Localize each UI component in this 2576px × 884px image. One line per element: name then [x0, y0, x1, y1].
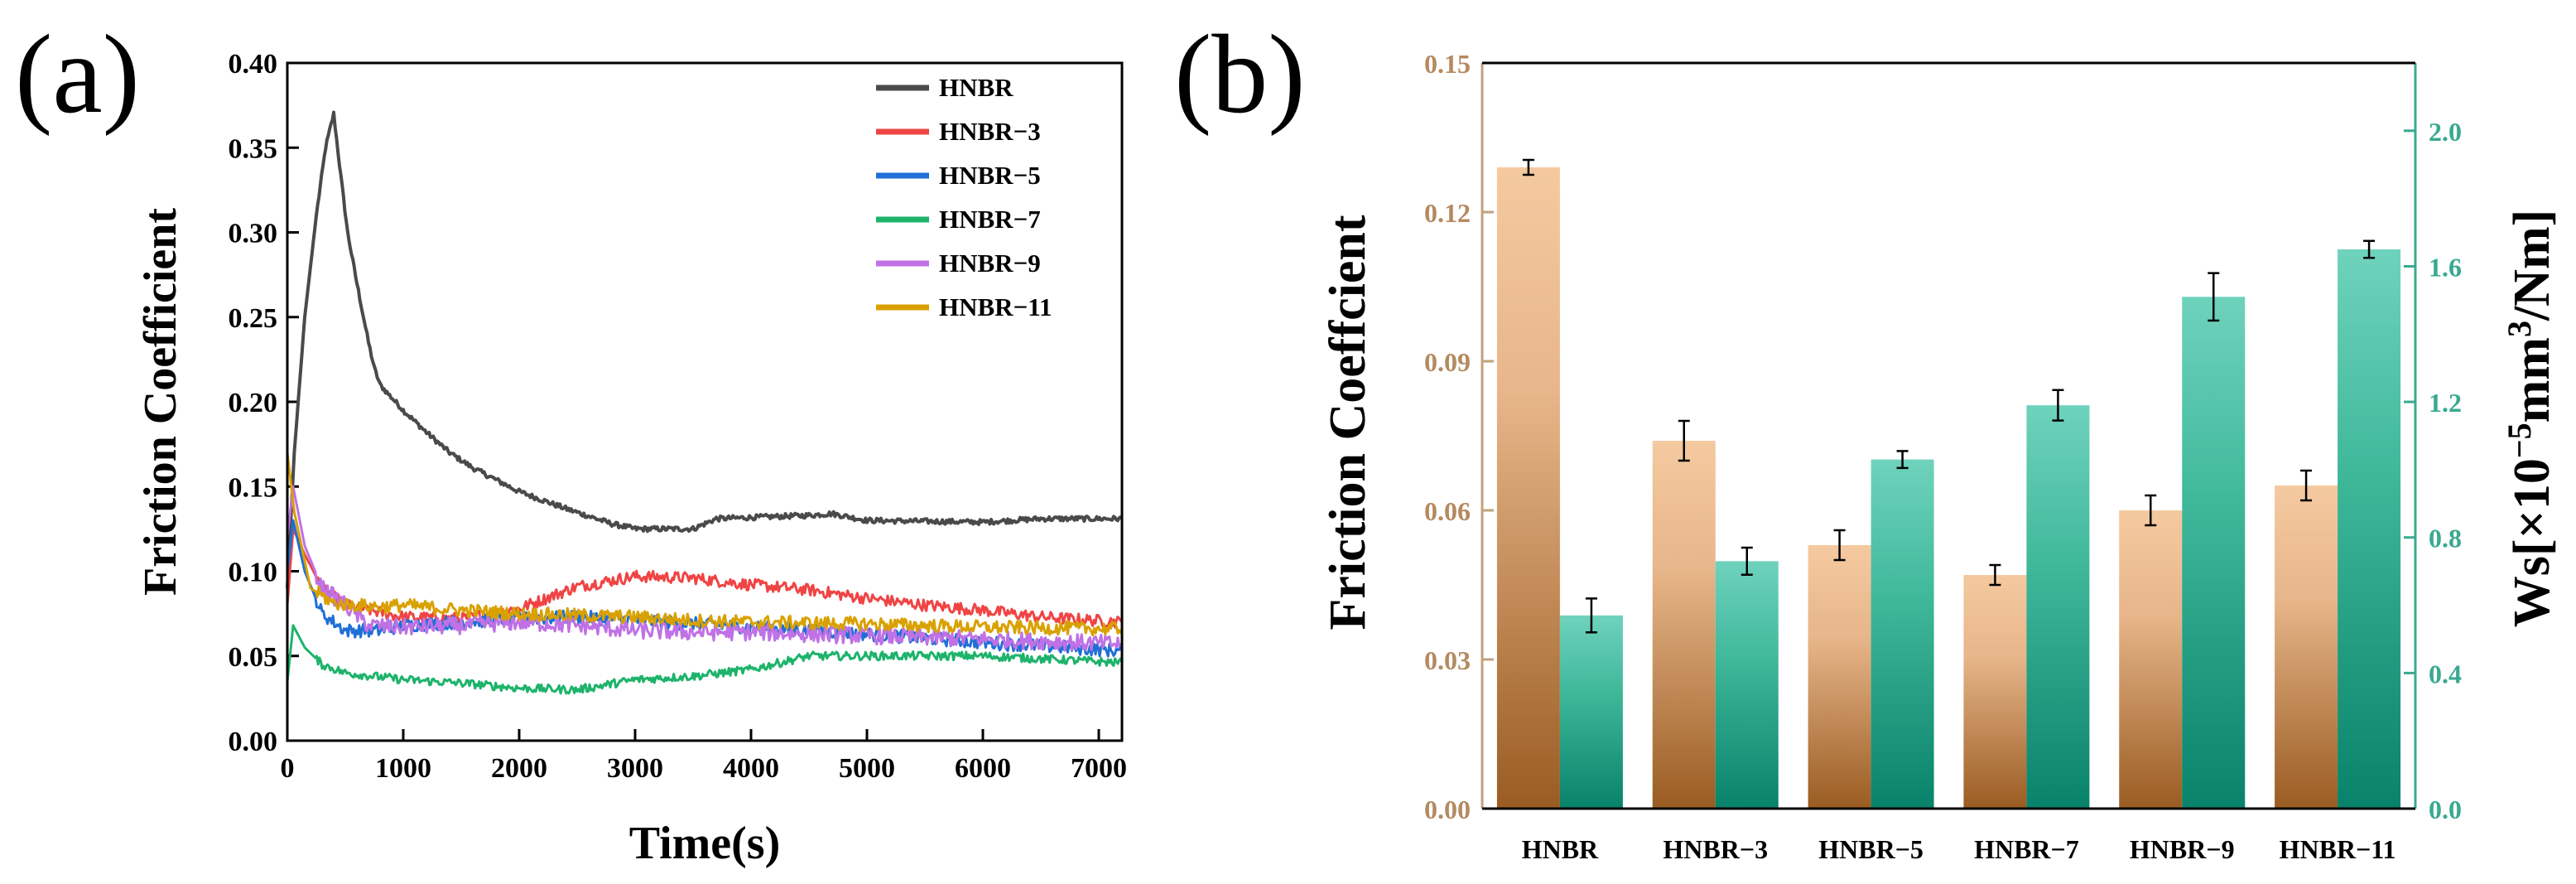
bar-ws [1871, 459, 1934, 809]
y-tick-label: 0.40 [229, 49, 278, 80]
bar-friction [2275, 485, 2338, 809]
y-tick-label: 0.10 [229, 558, 278, 588]
left-tick-label: 0.06 [1424, 496, 1471, 526]
right-tick-label: 0.8 [2429, 524, 2462, 553]
left-tick-label: 0.03 [1424, 645, 1471, 675]
left-tick-label: 0.15 [1424, 49, 1471, 79]
right-tick-label: 0.0 [2429, 795, 2462, 824]
right-tick-label: 1.6 [2429, 252, 2462, 282]
bar-friction [1496, 167, 1560, 809]
bar-friction [2119, 510, 2183, 809]
y-tick-label: 0.25 [229, 303, 278, 334]
legend-label: HNBR [939, 73, 1014, 102]
bar-ws [2026, 405, 2090, 809]
category-label: HNBR−7 [1974, 834, 2079, 864]
panel-label-a: (a) [15, 12, 140, 137]
right-tick-label: 2.0 [2429, 117, 2462, 147]
chart-b-y2label: Ws[×10−5mm3/Nm] [2501, 210, 2560, 628]
category-label: HNBR−3 [1663, 834, 1768, 864]
x-tick-label: 0 [281, 753, 295, 784]
x-tick-label: 5000 [839, 753, 895, 784]
chart-b-ylabel: Friction Coeffcient [1320, 215, 1376, 630]
series-line-5 [286, 452, 1124, 637]
bar-friction [1808, 545, 1871, 809]
series-line-4 [286, 485, 1123, 652]
category-label: HNBR−11 [2280, 834, 2396, 864]
x-tick-label: 6000 [955, 753, 1011, 784]
chart-b-bars: HNBR HNBR−3 HNBR−5 HNBR−7 HNBR−9 HNBR−11 [1496, 158, 2401, 864]
chart-a-ticks: 0 1000 2000 3000 4000 5000 6000 7000 0.00 0.05 0.1… [229, 49, 1128, 784]
legend-label: HNBR−11 [939, 292, 1052, 321]
y-tick-label: 0.20 [229, 388, 278, 418]
right-tick-label: 1.2 [2429, 388, 2462, 418]
chart-a-ylabel: Friction Coefficient [135, 208, 186, 596]
legend-label: HNBR−3 [939, 117, 1041, 146]
chart-b: HNBR HNBR−3 HNBR−5 HNBR−7 HNBR−9 HNBR−11 0.00… [1320, 49, 2560, 864]
chart-a-frame [286, 61, 1124, 742]
series-line-0 [286, 110, 1124, 589]
legend-label: HNBR−7 [939, 205, 1041, 234]
chart-a: 0 1000 2000 3000 4000 5000 6000 7000 0.00 0.05 0.1… [135, 49, 1127, 869]
category-label: HNBR−5 [1818, 834, 1924, 864]
y-tick-label: 0.15 [229, 472, 278, 503]
panel-label-b: (b) [1174, 12, 1306, 137]
y-tick-label: 0.30 [229, 219, 278, 249]
chart-a-lines [286, 110, 1124, 695]
bar-friction [1652, 441, 1716, 809]
left-tick-label: 0.00 [1424, 795, 1471, 824]
left-tick-label: 0.09 [1424, 347, 1471, 377]
right-tick-label: 0.4 [2429, 659, 2462, 688]
category-label: HNBR [1522, 834, 1599, 864]
left-tick-label: 0.12 [1424, 198, 1471, 228]
series-line-3 [286, 624, 1124, 695]
x-tick-label: 4000 [723, 753, 779, 784]
chart-a-xlabel: Time(s) [629, 818, 781, 869]
category-label: HNBR−9 [2130, 834, 2235, 864]
legend-label: HNBR−5 [939, 161, 1041, 190]
bar-friction [1963, 575, 2027, 809]
y-tick-label: 0.00 [229, 727, 278, 757]
y-tick-label: 0.35 [229, 133, 278, 164]
bar-ws [2182, 297, 2246, 809]
x-tick-label: 3000 [607, 753, 663, 784]
series-line-2 [286, 519, 1124, 658]
x-tick-label: 1000 [375, 753, 431, 784]
bar-ws [1715, 561, 1779, 809]
bar-ws [2338, 249, 2401, 809]
x-tick-label: 2000 [491, 753, 547, 784]
bar-ws [1559, 615, 1623, 809]
series-line-1 [286, 527, 1124, 629]
x-tick-label: 7000 [1071, 753, 1127, 784]
y-tick-label: 0.05 [229, 642, 278, 673]
chart-a-legend: HNBR HNBR−3 HNBR−5 HNBR−7 HNBR−9 HNBR−11 [876, 73, 1052, 321]
legend-label: HNBR−9 [939, 249, 1041, 278]
